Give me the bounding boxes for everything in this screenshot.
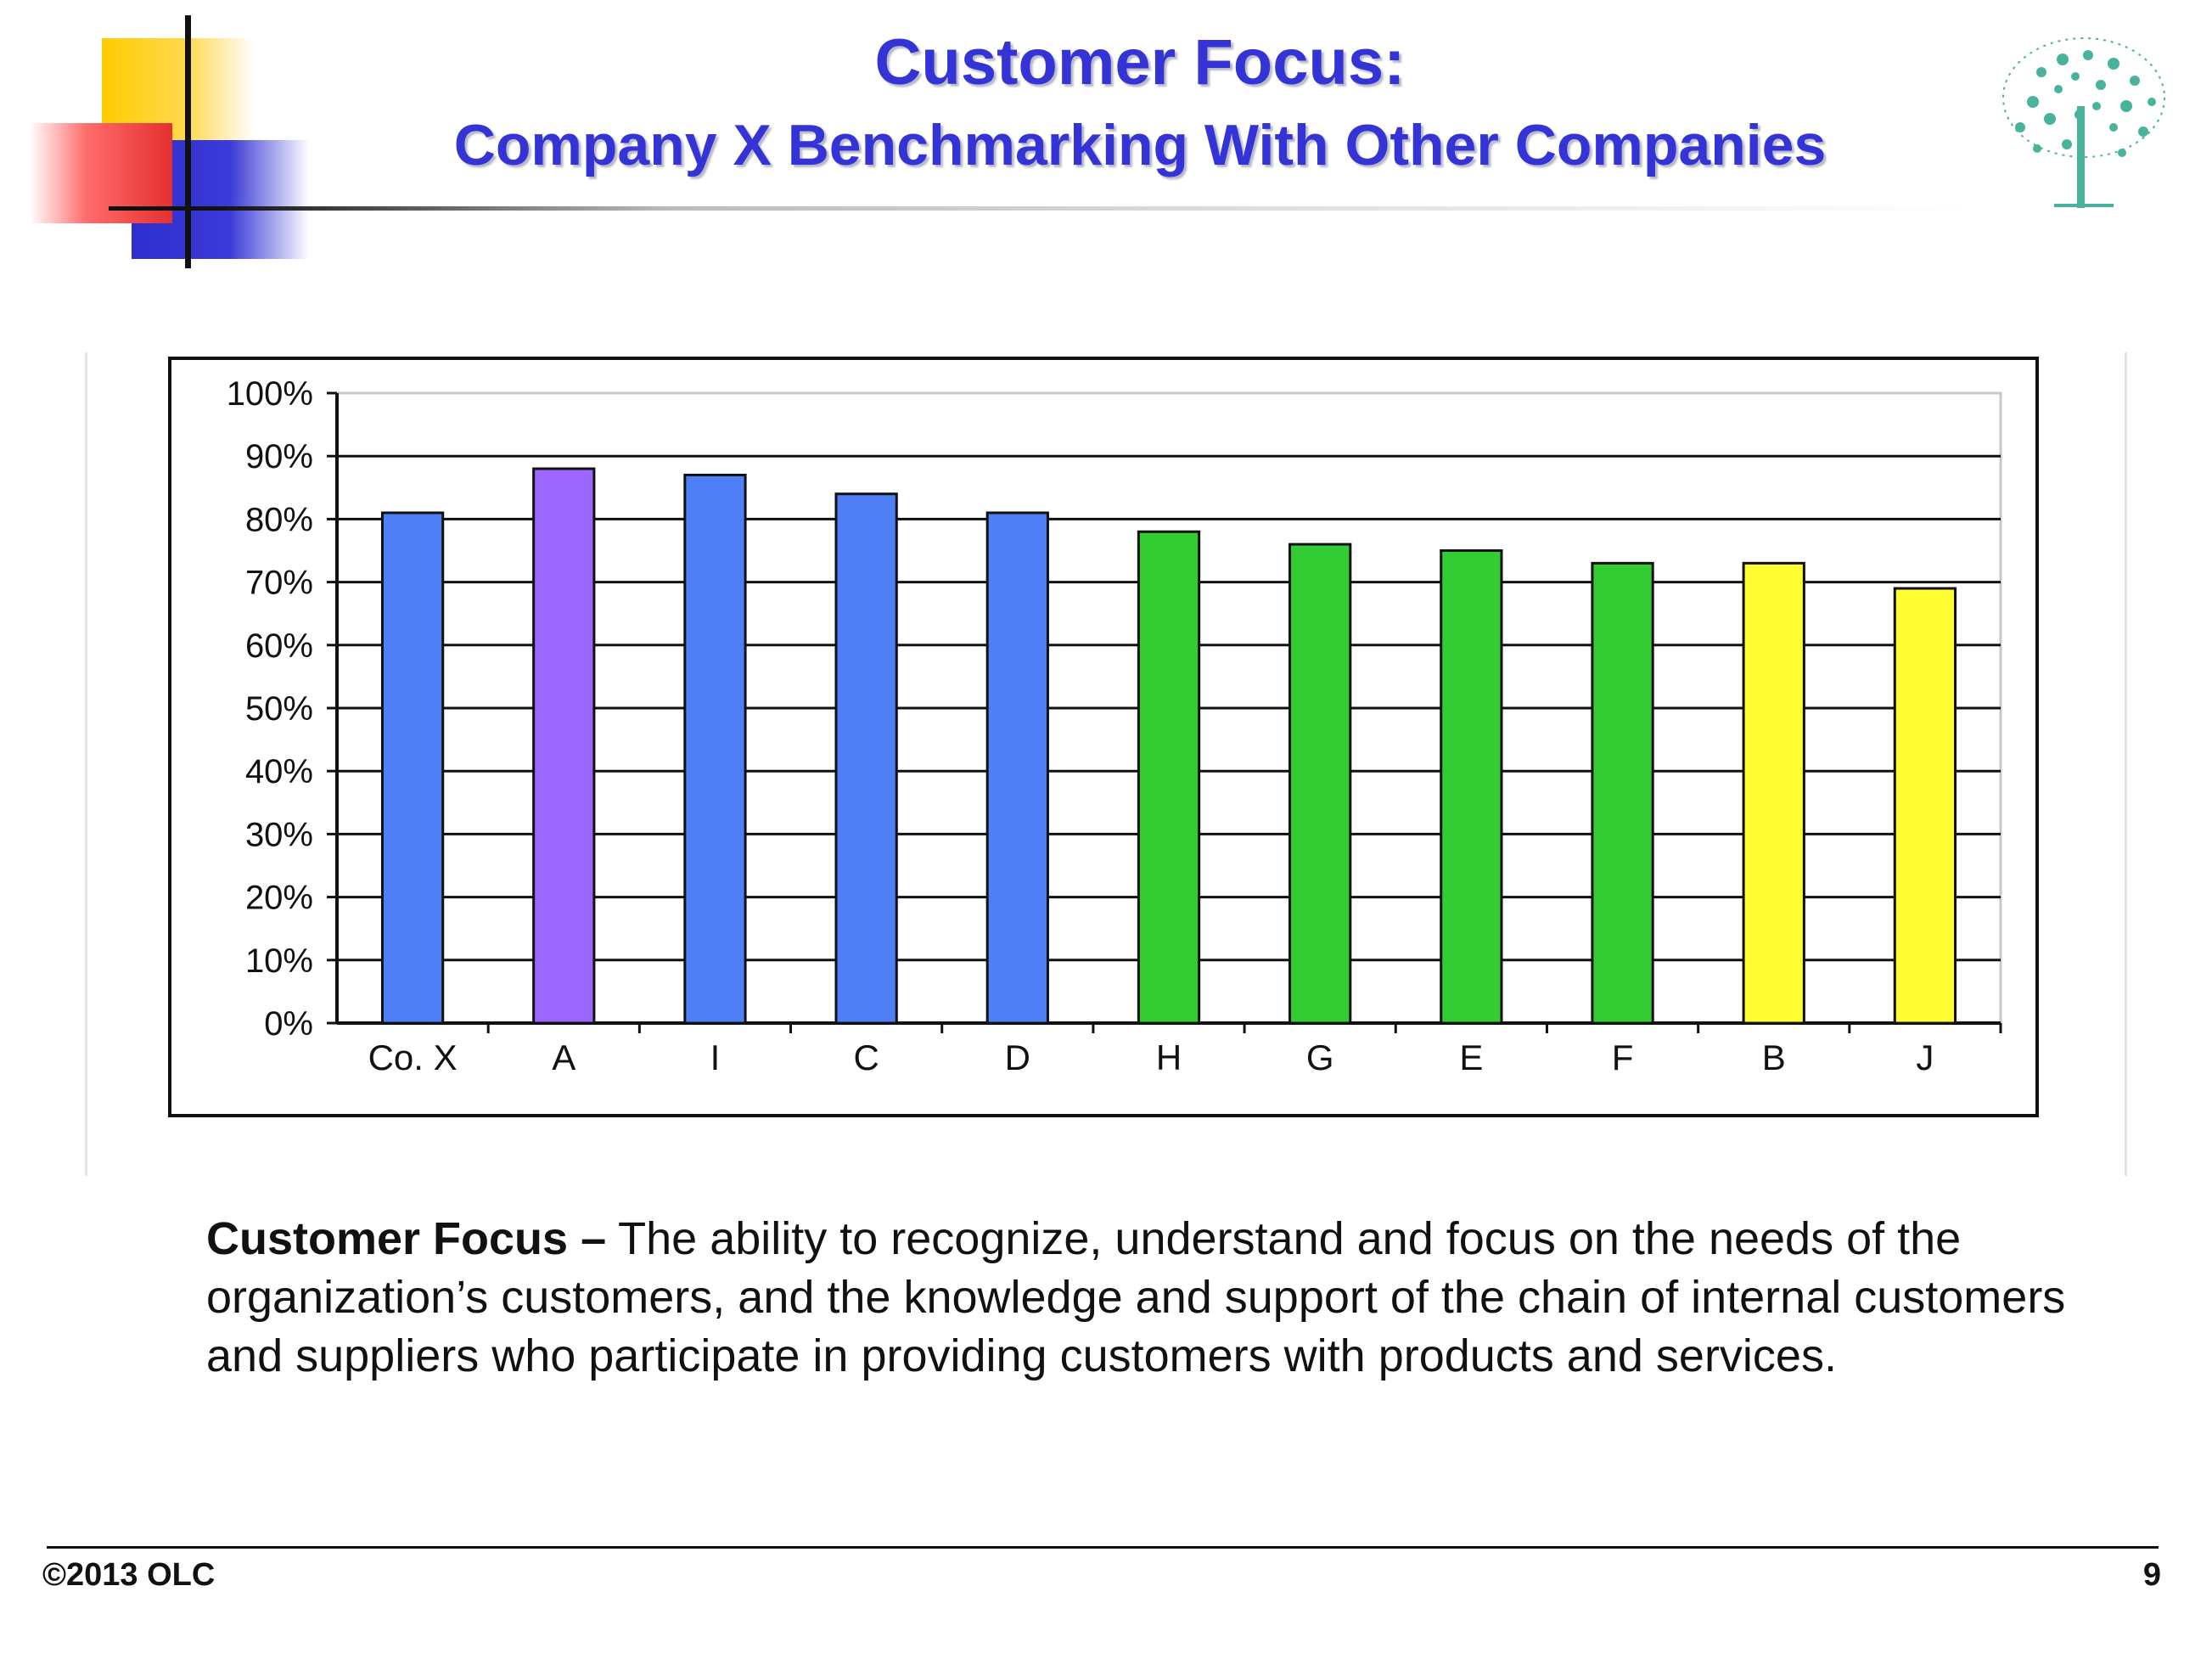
x-tick-label: E	[1459, 1038, 1483, 1077]
bar-c	[834, 492, 898, 1025]
description-term: Customer Focus –	[206, 1213, 607, 1264]
bar-g	[1288, 543, 1352, 1025]
y-tick-label: 100%	[227, 375, 313, 413]
bar-a	[532, 467, 596, 1025]
title-underline	[109, 206, 1969, 211]
bar-j	[1893, 587, 1957, 1025]
x-tick-label: I	[710, 1038, 721, 1077]
x-tick-label: F	[1612, 1038, 1634, 1077]
y-tick-label: 10%	[245, 942, 313, 980]
page-number: 9	[2142, 1557, 2161, 1593]
x-tick-label: Co. X	[368, 1038, 458, 1077]
chart-frame	[85, 352, 2127, 1176]
x-tick-label: C	[853, 1038, 879, 1077]
y-tick-label: 30%	[245, 816, 313, 853]
y-tick-label: 40%	[245, 753, 313, 790]
logo-vertical-line	[185, 15, 191, 268]
bar-d	[985, 511, 1049, 1025]
x-tick-label: B	[1762, 1038, 1786, 1077]
copyright: ©2013 OLC	[42, 1557, 216, 1593]
bar-h	[1137, 530, 1201, 1025]
x-tick-label: H	[1156, 1038, 1182, 1077]
y-tick-label: 80%	[245, 501, 313, 538]
description: Customer Focus – The ability to recogniz…	[206, 1210, 2074, 1386]
x-tick-label: G	[1306, 1038, 1334, 1077]
y-tick-label: 70%	[245, 565, 313, 602]
y-tick-label: 50%	[245, 690, 313, 728]
y-tick-label: 0%	[264, 1005, 313, 1043]
slide-subtitle: Company X Benchmarking With Other Compan…	[453, 113, 1827, 177]
bar-co-x	[380, 511, 445, 1025]
bar-f	[1591, 561, 1654, 1025]
slide-title: Customer Focus:	[874, 26, 1406, 98]
bar-b	[1742, 561, 1805, 1025]
y-tick-label: 20%	[245, 880, 313, 917]
y-tick-label: 90%	[245, 438, 313, 475]
description-text: The ability to recognize, understand and…	[206, 1213, 2066, 1381]
footer-divider	[47, 1546, 2159, 1549]
tree-logo-icon	[2002, 37, 2165, 208]
x-tick-label: D	[1005, 1038, 1030, 1077]
bar-e	[1440, 549, 1503, 1025]
bar-i	[683, 473, 747, 1025]
x-tick-label: A	[552, 1038, 575, 1077]
x-tick-label: J	[1916, 1038, 1934, 1077]
y-tick-label: 60%	[245, 627, 313, 665]
